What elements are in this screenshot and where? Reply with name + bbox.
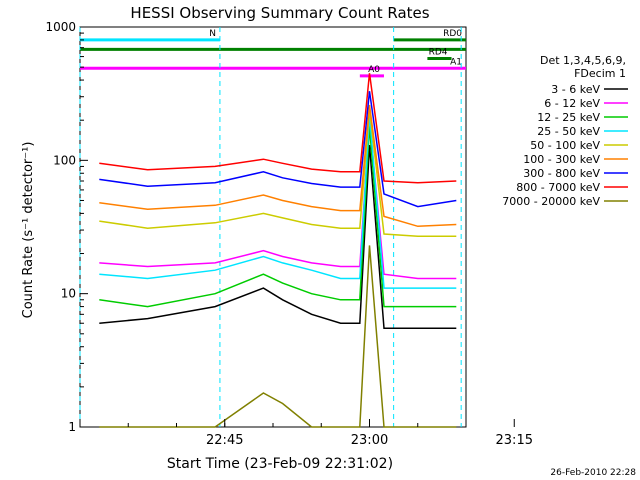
x-tick-label: 23:00 [351,433,388,448]
flag-label: A0 [368,65,380,75]
series-line [99,126,457,308]
x-axis-label: Start Time (23-Feb-09 22:31:02) [167,456,393,472]
legend-header: FDecim 1 [574,67,626,80]
y-tick-label: 100 [53,153,76,167]
series-line [99,120,457,280]
legend-entry: 7000 - 20000 keV [502,195,600,208]
series-line [99,91,457,208]
y-axis-label: Count Rate (s⁻¹ detector⁻¹) [21,142,36,319]
flag-label: RD0 [443,29,462,39]
y-tick-label: 10 [61,287,76,301]
y-axis-ticks: 1 10 100 1000 [45,20,88,434]
legend-entry: 300 - 800 keV [523,167,600,180]
vertical-markers [79,27,462,427]
y-tick-label: 1 [68,420,76,434]
legend-entry: 12 - 25 keV [537,111,600,124]
x-tick-label: 23:15 [496,433,533,448]
flag-label: N [209,29,216,39]
series-line [99,73,457,184]
legend-header: Det 1,3,4,5,6,9, [540,54,626,67]
y-tick-label: 1000 [45,20,76,34]
series-line [99,145,457,330]
chart-title: HESSI Observing Summary Count Rates [130,4,429,22]
legend-entry: 3 - 6 keV [551,83,600,96]
series-line [99,114,457,289]
flag-label: RD4 [429,48,448,58]
legend-entry: 100 - 300 keV [523,153,600,166]
series-line [99,109,457,237]
legend-entry: 50 - 100 keV [530,139,600,152]
footer-date: 26-Feb-2010 22:28 [550,468,636,478]
x-tick-label: 22:45 [206,433,243,448]
series-lines [99,73,457,428]
series-line [99,245,457,428]
legend-entry: 6 - 12 keV [544,97,600,110]
legend-entry: 800 - 7000 keV [516,181,600,194]
flag-label: A1 [450,57,462,67]
series-line [99,104,457,228]
legend-entry: 25 - 50 keV [537,125,600,138]
